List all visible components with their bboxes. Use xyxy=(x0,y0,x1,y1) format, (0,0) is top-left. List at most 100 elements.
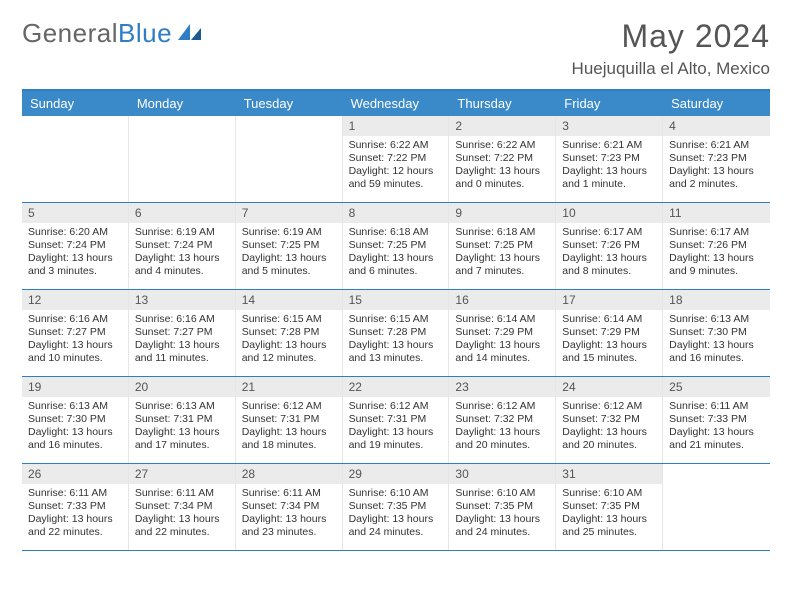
sunrise-text: Sunrise: 6:14 AM xyxy=(562,313,656,326)
day-header-sun: Sunday xyxy=(22,91,129,116)
daylight-text: Daylight: 13 hours and 6 minutes. xyxy=(349,252,443,278)
daylight-text: Daylight: 13 hours and 15 minutes. xyxy=(562,339,656,365)
daylight-text: Daylight: 12 hours and 59 minutes. xyxy=(349,165,443,191)
day-number: 16 xyxy=(449,290,555,310)
daylight-text: Daylight: 13 hours and 22 minutes. xyxy=(28,513,122,539)
sunset-text: Sunset: 7:35 PM xyxy=(349,500,443,513)
header: GeneralBlue May 2024 Huejuquilla el Alto… xyxy=(22,18,770,79)
day-number: 30 xyxy=(449,464,555,484)
day-details: Sunrise: 6:21 AMSunset: 7:23 PMDaylight:… xyxy=(663,136,770,198)
sunset-text: Sunset: 7:35 PM xyxy=(455,500,549,513)
day-number: 9 xyxy=(449,203,555,223)
day-header-mon: Monday xyxy=(129,91,236,116)
daylight-text: Daylight: 13 hours and 14 minutes. xyxy=(455,339,549,365)
day-number: 8 xyxy=(343,203,449,223)
daylight-text: Daylight: 13 hours and 22 minutes. xyxy=(135,513,229,539)
sunset-text: Sunset: 7:31 PM xyxy=(135,413,229,426)
sunset-text: Sunset: 7:31 PM xyxy=(349,413,443,426)
day-headers: Sunday Monday Tuesday Wednesday Thursday… xyxy=(22,91,770,116)
sunrise-text: Sunrise: 6:16 AM xyxy=(28,313,122,326)
day-number: 31 xyxy=(556,464,662,484)
day-details: Sunrise: 6:16 AMSunset: 7:27 PMDaylight:… xyxy=(129,310,235,372)
day-details: Sunrise: 6:19 AMSunset: 7:24 PMDaylight:… xyxy=(129,223,235,285)
day-number: 18 xyxy=(663,290,770,310)
day-details: Sunrise: 6:17 AMSunset: 7:26 PMDaylight:… xyxy=(663,223,770,285)
day-number xyxy=(129,116,235,122)
sunset-text: Sunset: 7:25 PM xyxy=(455,239,549,252)
sunrise-text: Sunrise: 6:17 AM xyxy=(669,226,764,239)
day-header-fri: Friday xyxy=(556,91,663,116)
sunrise-text: Sunrise: 6:11 AM xyxy=(28,487,122,500)
sunrise-text: Sunrise: 6:10 AM xyxy=(455,487,549,500)
calendar-cell: 10Sunrise: 6:17 AMSunset: 7:26 PMDayligh… xyxy=(556,203,663,289)
day-number: 3 xyxy=(556,116,662,136)
sunset-text: Sunset: 7:27 PM xyxy=(28,326,122,339)
sunrise-text: Sunrise: 6:12 AM xyxy=(242,400,336,413)
day-number xyxy=(236,116,342,122)
day-number: 7 xyxy=(236,203,342,223)
day-number: 17 xyxy=(556,290,662,310)
calendar-cell: 29Sunrise: 6:10 AMSunset: 7:35 PMDayligh… xyxy=(343,464,450,550)
day-details: Sunrise: 6:12 AMSunset: 7:31 PMDaylight:… xyxy=(343,397,449,459)
calendar-cell: 25Sunrise: 6:11 AMSunset: 7:33 PMDayligh… xyxy=(663,377,770,463)
logo-text-blue: Blue xyxy=(118,18,172,49)
calendar-cell: 20Sunrise: 6:13 AMSunset: 7:31 PMDayligh… xyxy=(129,377,236,463)
sunset-text: Sunset: 7:24 PM xyxy=(28,239,122,252)
daylight-text: Daylight: 13 hours and 0 minutes. xyxy=(455,165,549,191)
sunset-text: Sunset: 7:35 PM xyxy=(562,500,656,513)
sunrise-text: Sunrise: 6:20 AM xyxy=(28,226,122,239)
calendar-week: 1Sunrise: 6:22 AMSunset: 7:22 PMDaylight… xyxy=(22,116,770,203)
day-number: 6 xyxy=(129,203,235,223)
day-number xyxy=(22,116,128,122)
calendar: Sunday Monday Tuesday Wednesday Thursday… xyxy=(22,89,770,551)
daylight-text: Daylight: 13 hours and 9 minutes. xyxy=(669,252,764,278)
sunrise-text: Sunrise: 6:11 AM xyxy=(669,400,764,413)
calendar-cell xyxy=(129,116,236,202)
day-details: Sunrise: 6:10 AMSunset: 7:35 PMDaylight:… xyxy=(449,484,555,546)
day-number: 19 xyxy=(22,377,128,397)
sunrise-text: Sunrise: 6:21 AM xyxy=(562,139,656,152)
sunset-text: Sunset: 7:25 PM xyxy=(242,239,336,252)
month-title: May 2024 xyxy=(572,18,770,55)
day-number: 24 xyxy=(556,377,662,397)
sunrise-text: Sunrise: 6:11 AM xyxy=(242,487,336,500)
day-details: Sunrise: 6:15 AMSunset: 7:28 PMDaylight:… xyxy=(343,310,449,372)
day-number: 22 xyxy=(343,377,449,397)
title-block: May 2024 Huejuquilla el Alto, Mexico xyxy=(572,18,770,79)
sunset-text: Sunset: 7:32 PM xyxy=(455,413,549,426)
day-details: Sunrise: 6:15 AMSunset: 7:28 PMDaylight:… xyxy=(236,310,342,372)
sunset-text: Sunset: 7:33 PM xyxy=(28,500,122,513)
calendar-cell: 19 Sunrise: 6:13 AMSunset: 7:30 PMDayligh… xyxy=(22,377,129,463)
daylight-text: Daylight: 13 hours and 16 minutes. xyxy=(28,426,122,452)
day-details: Sunrise: 6:11 AMSunset: 7:34 PMDaylight:… xyxy=(236,484,342,546)
daylight-text: Daylight: 13 hours and 4 minutes. xyxy=(135,252,229,278)
calendar-week: 19Sunrise: 6:13 AMSunset: 7:30 PMDayligh… xyxy=(22,377,770,464)
day-details: Sunrise: 6:22 AMSunset: 7:22 PMDaylight:… xyxy=(449,136,555,198)
day-number: 23 xyxy=(449,377,555,397)
calendar-cell: 27Sunrise: 6:11 AMSunset: 7:34 PMDayligh… xyxy=(129,464,236,550)
sunset-text: Sunset: 7:22 PM xyxy=(349,152,443,165)
sunset-text: Sunset: 7:30 PM xyxy=(28,413,122,426)
daylight-text: Daylight: 13 hours and 21 minutes. xyxy=(669,426,764,452)
day-details: Sunrise: 6:10 AMSunset: 7:35 PMDaylight:… xyxy=(343,484,449,546)
calendar-week: 26Sunrise: 6:11 AMSunset: 7:33 PMDayligh… xyxy=(22,464,770,551)
sunrise-text: Sunrise: 6:13 AM xyxy=(28,400,122,413)
day-details: Sunrise: 6:11 AMSunset: 7:33 PMDaylight:… xyxy=(663,397,770,459)
calendar-cell: 21Sunrise: 6:12 AMSunset: 7:31 PMDayligh… xyxy=(236,377,343,463)
day-details: Sunrise: 6:12 AMSunset: 7:32 PMDaylight:… xyxy=(556,397,662,459)
day-number: 26 xyxy=(22,464,128,484)
sunrise-text: Sunrise: 6:17 AM xyxy=(562,226,656,239)
day-details: Sunrise: 6:19 AMSunset: 7:25 PMDaylight:… xyxy=(236,223,342,285)
day-number: 1 xyxy=(343,116,449,136)
day-header-tue: Tuesday xyxy=(236,91,343,116)
daylight-text: Daylight: 13 hours and 16 minutes. xyxy=(669,339,764,365)
calendar-cell xyxy=(663,464,770,550)
day-details: Sunrise: 6:14 AMSunset: 7:29 PMDaylight:… xyxy=(556,310,662,372)
location: Huejuquilla el Alto, Mexico xyxy=(572,59,770,79)
calendar-week: 12Sunrise: 6:16 AMSunset: 7:27 PMDayligh… xyxy=(22,290,770,377)
sunrise-text: Sunrise: 6:11 AM xyxy=(135,487,229,500)
day-details: Sunrise: 6:13 AMSunset: 7:31 PMDaylight:… xyxy=(129,397,235,459)
sunrise-text: Sunrise: 6:12 AM xyxy=(455,400,549,413)
sunset-text: Sunset: 7:32 PM xyxy=(562,413,656,426)
calendar-cell: 12Sunrise: 6:16 AMSunset: 7:27 PMDayligh… xyxy=(22,290,129,376)
